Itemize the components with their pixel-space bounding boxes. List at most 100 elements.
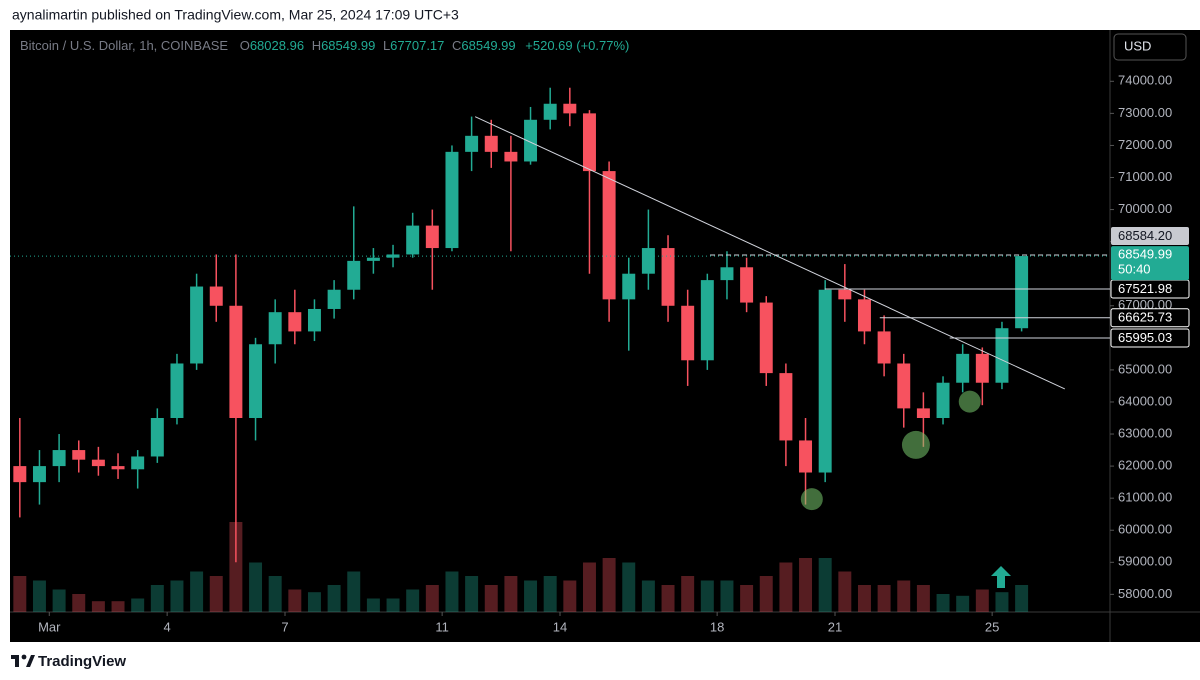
- candle-body: [347, 260, 361, 290]
- volume-bar: [916, 585, 930, 612]
- ohlc-key: L: [383, 38, 390, 53]
- currency-button[interactable]: [1113, 33, 1187, 61]
- countdown-label: 50:40: [1118, 262, 1151, 277]
- candle-body: [288, 312, 302, 332]
- candle-body: [268, 312, 282, 345]
- candle-body: [740, 267, 754, 303]
- ohlc-value: 68549.99: [321, 38, 375, 53]
- candle-body: [229, 305, 243, 418]
- publish-header: aynalimartin published on TradingView.co…: [12, 7, 459, 23]
- y-tick-label: 59000.00: [1118, 554, 1172, 569]
- volume-bar: [936, 594, 950, 612]
- volume-bar: [91, 601, 105, 612]
- volume-bar: [288, 589, 302, 612]
- volume-bar: [366, 598, 380, 612]
- candle-body: [759, 302, 773, 374]
- ohlc-value: 68549.99: [461, 38, 515, 53]
- volume-bar: [170, 580, 184, 612]
- volume-bar: [975, 589, 989, 612]
- bottom-marker: [800, 488, 823, 511]
- x-tick-label: 4: [164, 619, 171, 634]
- candle-body: [857, 299, 871, 332]
- candle-body: [366, 257, 380, 261]
- volume-bar: [759, 576, 773, 612]
- volume-bar: [877, 585, 891, 612]
- ohlc-value: 68028.96: [250, 38, 304, 53]
- candle-body: [13, 466, 27, 483]
- level-price-label: 67521.98: [1118, 281, 1172, 296]
- volume-bar: [504, 576, 518, 612]
- x-tick-label: 7: [281, 619, 288, 634]
- candle-body: [1015, 256, 1029, 329]
- volume-bar: [622, 562, 636, 612]
- volume-bar: [347, 571, 361, 612]
- y-tick-label: 61000.00: [1118, 490, 1172, 505]
- trendline: [474, 116, 1066, 390]
- plot-area: [13, 87, 1066, 612]
- symbol-legend: Bitcoin / U.S. Dollar, 1h, COINBASE O680…: [20, 38, 629, 53]
- volume-bar: [582, 562, 596, 612]
- candle-body: [465, 135, 479, 152]
- volume-bar: [13, 576, 27, 612]
- candle-body: [190, 286, 204, 364]
- candle-body: [445, 151, 459, 249]
- x-tick-label: 11: [435, 619, 449, 634]
- candle-body: [622, 273, 636, 300]
- candle-body: [32, 466, 46, 483]
- candle-body: [799, 440, 813, 473]
- volume-bar: [995, 592, 1009, 612]
- candle-body: [838, 289, 852, 300]
- volume-bar: [838, 571, 852, 612]
- candle-body: [818, 289, 832, 473]
- volume-bar: [543, 576, 557, 612]
- candle-body: [877, 331, 891, 364]
- volume-bar: [131, 598, 145, 612]
- candle-body: [681, 305, 695, 361]
- ohlc-value: 67707.17: [390, 38, 444, 53]
- volume-bar: [72, 594, 86, 612]
- up-arrow-annotation: [991, 566, 1011, 588]
- volume-bar: [818, 558, 832, 612]
- y-tick-label: 72000.00: [1118, 137, 1172, 152]
- y-tick-label: 64000.00: [1118, 393, 1172, 408]
- y-tick-label: 58000.00: [1118, 586, 1172, 601]
- volume-bar: [956, 595, 970, 612]
- volume-bar: [327, 585, 341, 612]
- candle-body: [779, 373, 793, 441]
- volume-bar: [249, 562, 263, 612]
- volume-bar: [524, 580, 538, 612]
- change-value: +520.69 (+0.77%): [525, 38, 629, 53]
- volume-bar: [465, 576, 479, 612]
- currency-label[interactable]: USD: [1124, 38, 1151, 53]
- candle-body: [936, 382, 950, 418]
- volume-bar: [150, 585, 164, 612]
- candle-body: [327, 289, 341, 309]
- y-tick-label: 60000.00: [1118, 522, 1172, 537]
- candle-body: [209, 286, 223, 306]
- volume-bar: [445, 571, 459, 612]
- bottom-marker: [958, 390, 981, 413]
- volume-bar: [32, 580, 46, 612]
- candle-body: [72, 450, 86, 460]
- candle-body: [563, 103, 577, 114]
- volume-bar: [406, 589, 420, 612]
- volume-bar: [484, 585, 498, 612]
- candle-body: [582, 113, 596, 172]
- volume-bar: [799, 558, 813, 612]
- ohlc-key: H: [312, 38, 321, 53]
- tradingview-logo: [11, 654, 35, 667]
- y-tick-label: 63000.00: [1118, 425, 1172, 440]
- candle-body: [661, 248, 675, 306]
- x-tick-label: 14: [553, 619, 567, 634]
- candle-body: [916, 408, 930, 418]
- volume-bar: [1015, 585, 1029, 612]
- volume-bar: [897, 580, 911, 612]
- bottom-marker: [901, 430, 930, 459]
- volume-bar: [779, 562, 793, 612]
- volume-bar: [740, 585, 754, 612]
- candle-body: [249, 344, 263, 418]
- x-tick-label: Mar: [38, 619, 61, 634]
- candle-body: [150, 418, 164, 457]
- candle-body: [406, 225, 420, 255]
- volume-bar: [190, 571, 204, 612]
